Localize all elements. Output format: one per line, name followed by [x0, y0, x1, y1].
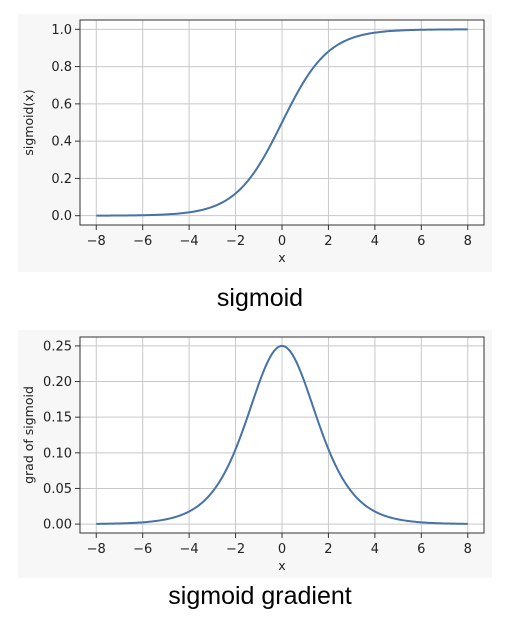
y-tick-label: 0.0 — [51, 209, 72, 224]
x-tick-label: 8 — [464, 542, 472, 557]
data-point — [142, 214, 144, 216]
data-point — [281, 345, 283, 347]
series-line — [96, 344, 468, 525]
y-tick-label: 0.6 — [51, 97, 72, 112]
plot-frame — [79, 336, 485, 534]
data-point — [281, 122, 283, 124]
data-point — [258, 165, 260, 167]
y-tick-label: 0.8 — [51, 60, 72, 75]
x-tick-label: 4 — [371, 234, 379, 249]
sigmoid-gradient-caption: sigmoid gradient — [168, 582, 352, 610]
data-point — [304, 78, 306, 80]
data-point — [188, 510, 190, 512]
sigmoid-caption: sigmoid — [216, 284, 304, 312]
x-tick-label: −2 — [226, 234, 245, 249]
data-point — [327, 448, 329, 450]
data-point — [95, 215, 97, 217]
data-point — [235, 448, 237, 450]
x-tick-label: −6 — [133, 542, 152, 557]
data-point — [397, 518, 399, 520]
y-tick-label: 0.25 — [43, 339, 72, 354]
data-point — [118, 522, 120, 524]
data-point — [327, 51, 329, 53]
y-axis-label: grad of sigmoid — [21, 386, 36, 484]
x-tick-label: 6 — [417, 542, 425, 557]
sigmoid-gradient-chart-panel: −8 −6 −4 −2 0 2 4 6 8 0.00 0.05 0.10 0.15 0.20 0.25 x gr… — [18, 330, 492, 578]
x-tick-label: −4 — [180, 542, 199, 557]
x-tick-label: 4 — [371, 542, 379, 557]
data-point — [165, 213, 167, 215]
y-tick-label: 0.00 — [43, 518, 72, 533]
y-tick-label: 1.0 — [51, 23, 72, 38]
data-point — [235, 192, 237, 194]
data-point — [165, 518, 167, 520]
x-tick-label: −6 — [133, 234, 152, 249]
sigmoid-chart: −8 −6 −4 −2 0 2 4 6 8 0.0 0.2 0.4 0.6 0.8 1.0 x sigmoid(… — [21, 19, 485, 265]
data-point — [397, 30, 399, 32]
x-tick-label: 6 — [417, 234, 425, 249]
x-tick-label: 0 — [278, 234, 286, 249]
x-axis-label: x — [278, 250, 285, 265]
data-point — [118, 215, 120, 217]
data-point — [211, 206, 213, 208]
sigmoid-chart-panel: −8 −6 −4 −2 0 2 4 6 8 0.0 0.2 0.4 0.6 0.8 1.0 x sigmoid(… — [18, 14, 492, 272]
data-point — [142, 521, 144, 523]
data-point — [374, 32, 376, 34]
y-tick-label: 0.4 — [51, 135, 72, 150]
y-tick-label: 0.05 — [43, 482, 72, 497]
data-point — [467, 28, 469, 30]
data-point — [444, 28, 446, 30]
y-axis-label: sigmoid(x) — [21, 89, 36, 155]
data-point — [258, 383, 260, 385]
series-line — [96, 28, 468, 217]
x-tick-label: −2 — [226, 542, 245, 557]
data-point — [304, 383, 306, 385]
x-tick-label: −4 — [180, 234, 199, 249]
x-axis-label: x — [278, 558, 285, 573]
x-tick-label: 8 — [464, 234, 472, 249]
x-tick-label: −8 — [87, 542, 106, 557]
data-point — [467, 523, 469, 525]
data-point — [351, 491, 353, 493]
y-tick-label: 0.2 — [51, 172, 72, 187]
plot-frame — [79, 19, 485, 226]
data-point — [374, 510, 376, 512]
data-point — [95, 523, 97, 525]
x-tick-label: −8 — [87, 234, 106, 249]
data-point — [420, 29, 422, 31]
x-tick-label: 0 — [278, 542, 286, 557]
sigmoid-gradient-chart: −8 −6 −4 −2 0 2 4 6 8 0.00 0.05 0.10 0.15 0.20 0.25 x gr… — [21, 336, 485, 573]
y-tick-label: 0.15 — [43, 411, 72, 426]
y-tick-label: 0.10 — [43, 446, 72, 461]
data-point — [188, 211, 190, 213]
data-point — [351, 37, 353, 39]
data-point — [444, 522, 446, 524]
data-point — [211, 491, 213, 493]
x-tick-label: 2 — [324, 542, 332, 557]
data-point — [420, 521, 422, 523]
y-tick-label: 0.20 — [43, 375, 72, 390]
x-tick-label: 2 — [324, 234, 332, 249]
